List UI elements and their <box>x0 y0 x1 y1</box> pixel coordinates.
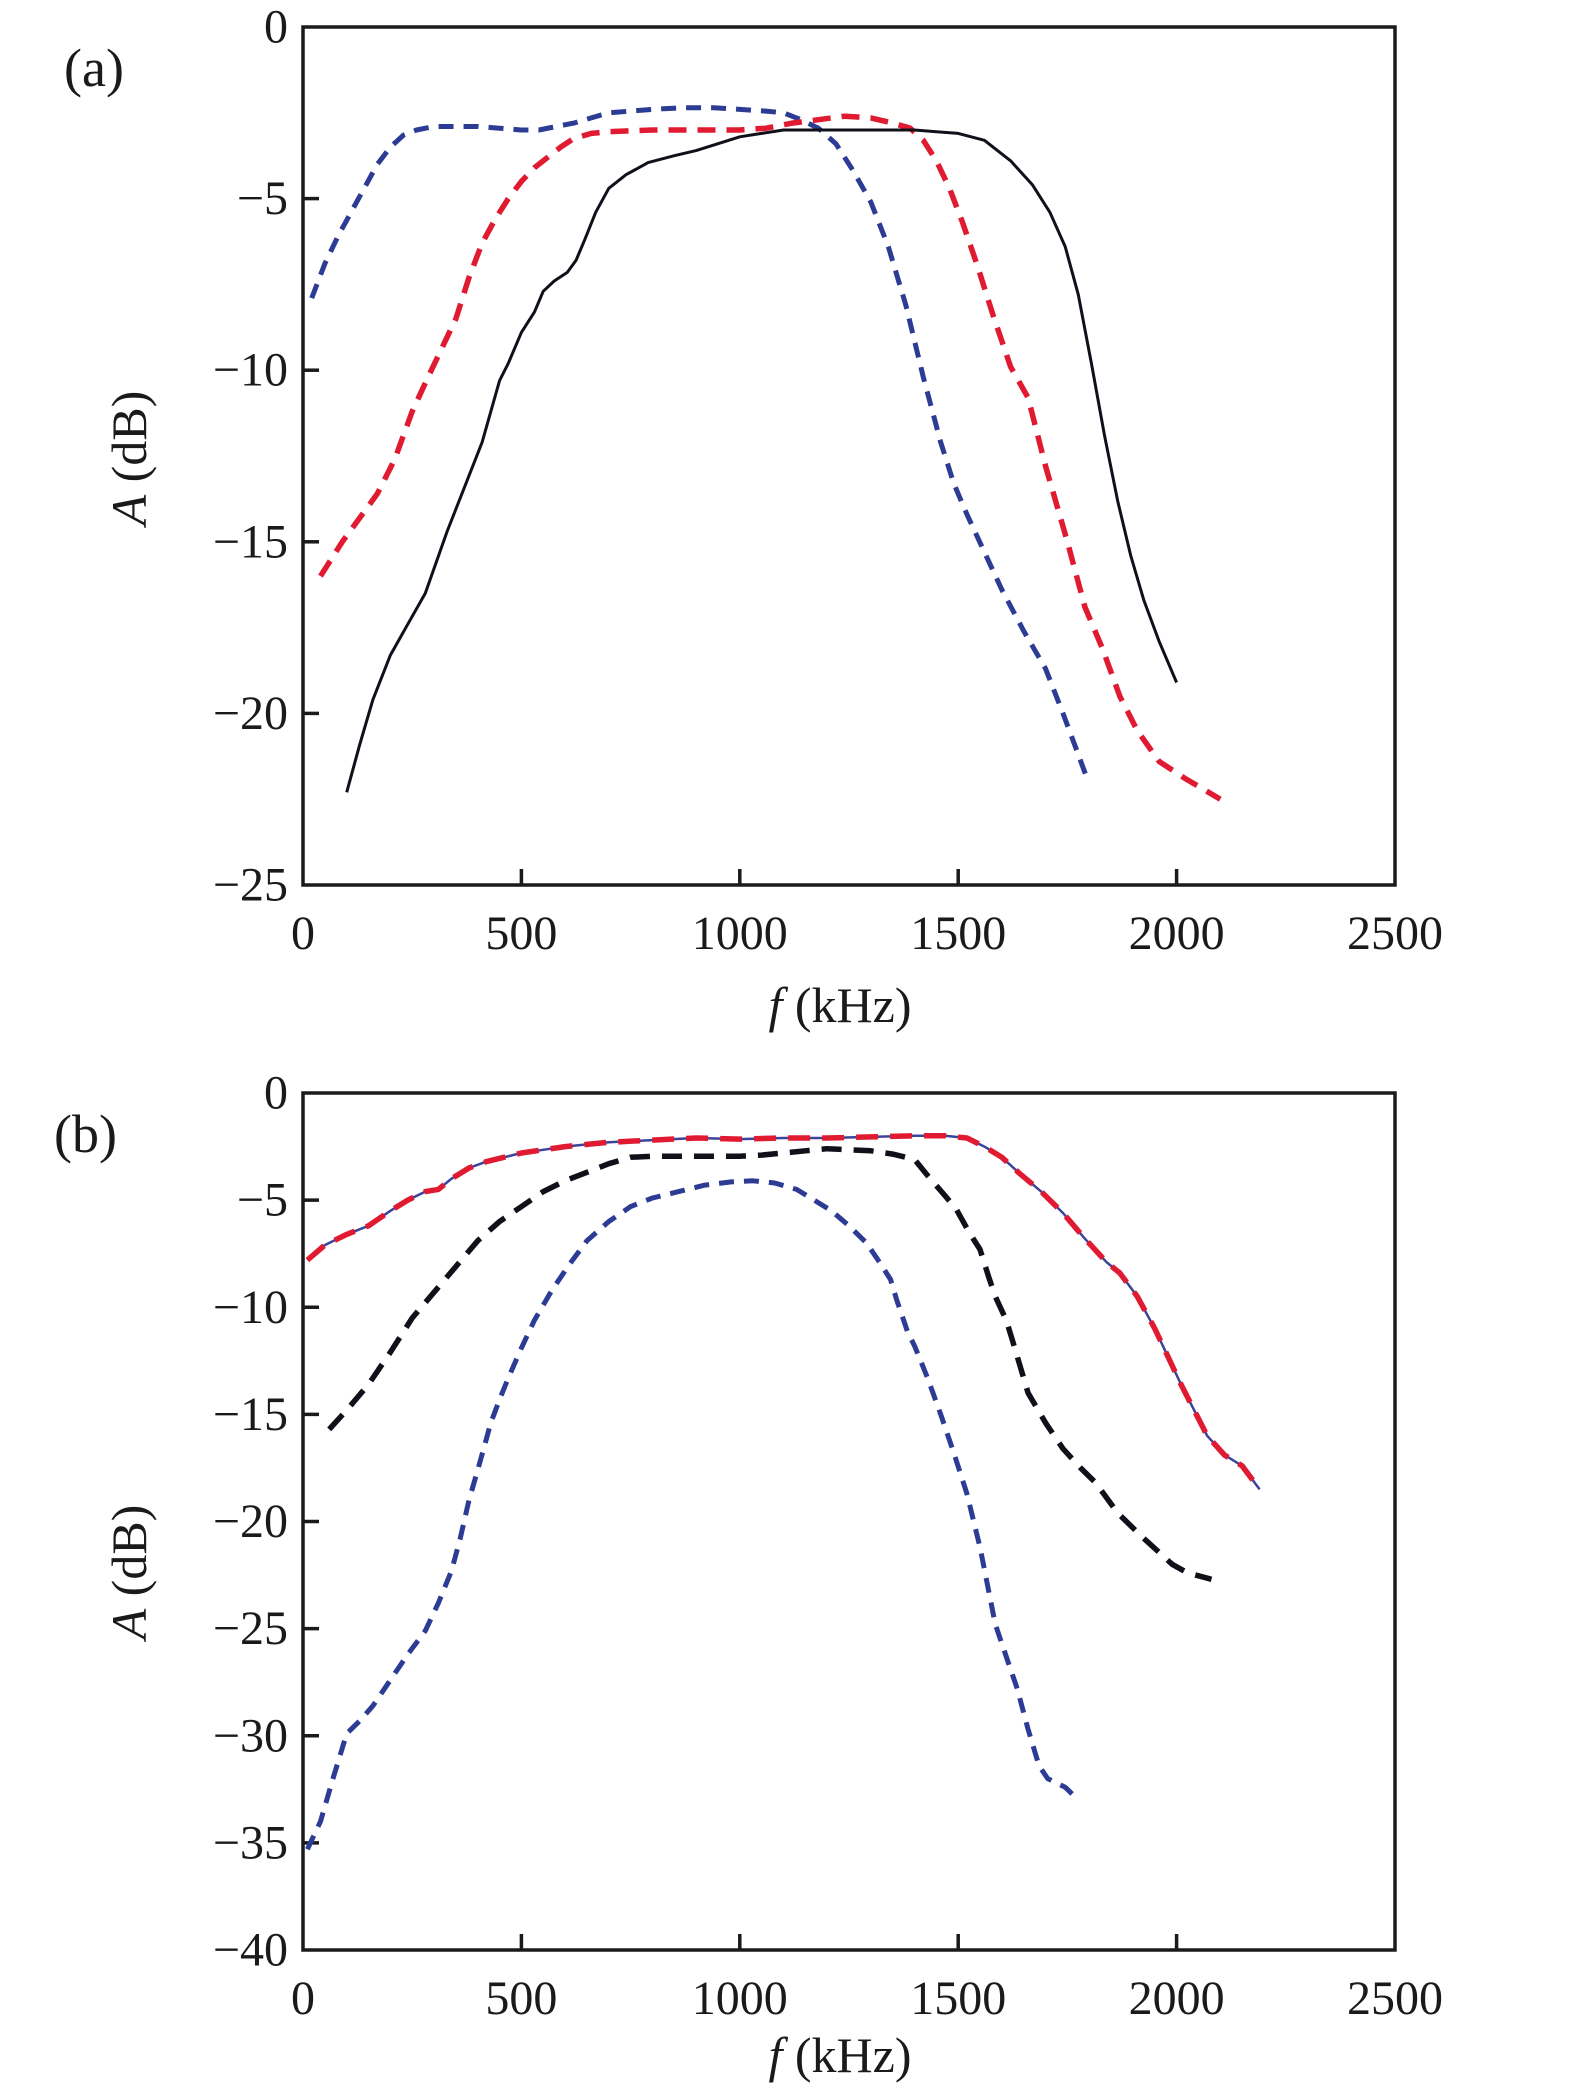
y-tick-label-b: −35 <box>213 1816 288 1869</box>
y-tick-label-b: −30 <box>213 1709 288 1762</box>
series-a-black-solid <box>345 128 1178 793</box>
y-axis-label-symbol-a: A <box>101 494 157 528</box>
y-tick-label-a: −10 <box>213 344 288 397</box>
y-tick-label-b: −5 <box>237 1174 288 1227</box>
axes-box-a <box>301 25 1397 887</box>
series-b-blue-dashed <box>305 1178 1078 1851</box>
series-a-red-dashed <box>318 113 1222 802</box>
panel-label-b: (b) <box>54 1104 117 1164</box>
x-axis-label-b: f (kHz) <box>768 2027 911 2083</box>
y-tick-label-a: −5 <box>237 172 288 225</box>
y-tick-label-a: −20 <box>213 687 288 740</box>
y-tick-label-b: −10 <box>213 1281 288 1334</box>
x-tick-label-b: 1500 <box>910 1972 1006 2025</box>
panel-a: 0 500 1000 1500 2000 2500 0 −5 −10 −15 −20 −25 (a) A … <box>64 1 1443 1034</box>
series-b-black-dashed <box>327 1145 1213 1582</box>
x-axis-label-unit-b: (kHz) <box>782 2027 911 2083</box>
y-axis-label-unit-b: (dB) <box>101 1505 157 1609</box>
x-tick-label-b: 500 <box>485 1972 557 2025</box>
x-tick-label-a: 2500 <box>1347 907 1443 960</box>
y-axis-label-symbol-b: A <box>101 1608 157 1642</box>
y-tick-label-b: −25 <box>213 1602 288 1655</box>
y-tick-label-a: −15 <box>213 515 288 568</box>
y-axis-label-a: A (dB) <box>101 391 157 529</box>
y-tick-label-b: 0 <box>264 1067 288 1120</box>
x-tick-label-a: 1500 <box>910 907 1006 960</box>
x-axis-label-unit-a: (kHz) <box>782 977 911 1033</box>
y-axis-label-b: A (dB) <box>101 1505 157 1643</box>
y-tick-label-b: −20 <box>213 1495 288 1548</box>
y-tick-label-a: 0 <box>264 1 288 54</box>
series-b-red-dashed-with-navy-core-core <box>306 1134 1261 1491</box>
y-tick-label-b: −15 <box>213 1388 288 1441</box>
y-axis-label-unit-a: (dB) <box>101 391 157 495</box>
series-b-red-dashed-with-navy-core <box>305 1133 1262 1492</box>
x-tick-label-b: 2500 <box>1347 1972 1443 2025</box>
x-axis-label-a: f (kHz) <box>768 977 911 1033</box>
x-tick-label-a: 2000 <box>1129 907 1225 960</box>
x-tick-label-b: 0 <box>291 1972 315 2025</box>
series-a-blue-dashed <box>309 105 1090 780</box>
axes-box-b <box>301 1091 1397 1952</box>
x-tick-label-a: 0 <box>291 907 315 960</box>
x-tick-label-a: 500 <box>485 907 557 960</box>
x-tick-label-a: 1000 <box>692 907 788 960</box>
panel-label-a: (a) <box>64 38 124 98</box>
x-tick-label-b: 2000 <box>1129 1972 1225 2025</box>
x-tick-label-b: 1000 <box>692 1972 788 2025</box>
panel-b: 0 500 1000 1500 2000 2500 0 −5 −10 −15 −20 −25 −30 −3… <box>54 1067 1443 2084</box>
y-tick-label-a: −25 <box>213 859 288 912</box>
y-tick-label-b: −40 <box>213 1924 288 1977</box>
